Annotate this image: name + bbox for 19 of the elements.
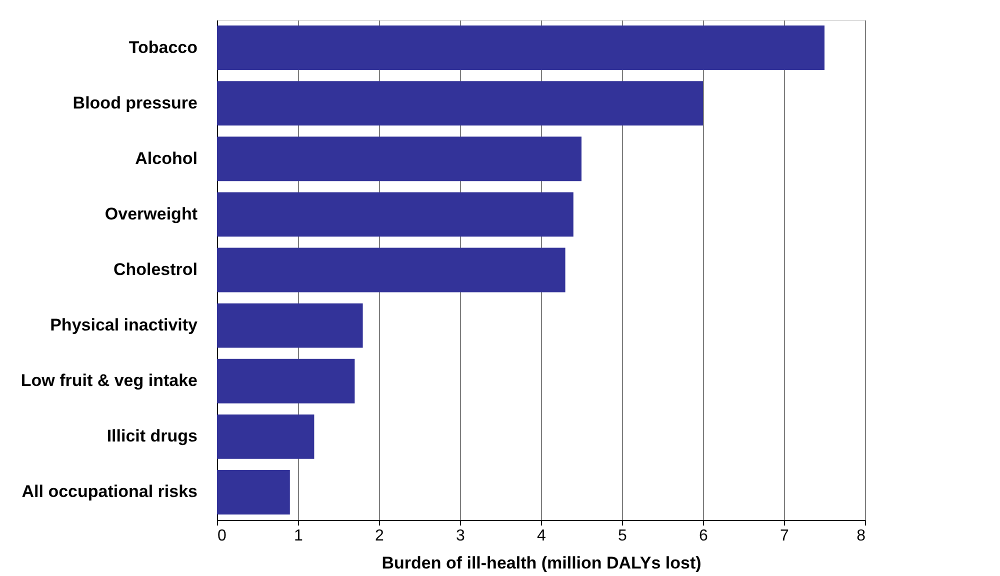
x-tick-label: 4 xyxy=(537,528,546,544)
x-tick-label: 3 xyxy=(456,528,466,544)
y-tick-label: Low fruit & veg intake xyxy=(20,371,198,390)
y-tick-label: Illicit drugs xyxy=(106,426,198,446)
x-tick-label: 2 xyxy=(375,528,384,544)
y-tick-label: Tobacco xyxy=(128,38,198,57)
x-tick-label: 1 xyxy=(294,528,304,544)
x-tick-label: 0 xyxy=(218,528,226,544)
y-tick-label: Cholestrol xyxy=(113,260,198,279)
x-tick-label: 5 xyxy=(618,528,628,544)
y-tick-label: All occupational risks xyxy=(22,482,198,502)
x-tick-label: 7 xyxy=(780,528,790,544)
y-tick-label: Overweight xyxy=(104,204,198,224)
y-tick-label: Blood pressure xyxy=(72,93,198,112)
x-axis-title: Burden of ill-health (million DALYs lost) xyxy=(382,554,702,572)
x-tick-label: 8 xyxy=(856,528,866,544)
x-tick-label: 6 xyxy=(699,528,708,544)
y-tick-label: Physical inactivity xyxy=(50,316,198,335)
y-tick-label: Alcohol xyxy=(135,148,198,168)
